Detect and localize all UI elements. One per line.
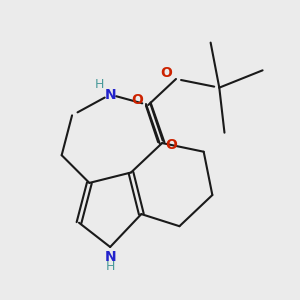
Text: N: N [104,250,116,264]
Text: O: O [160,66,172,80]
Text: O: O [165,138,177,152]
Text: H: H [95,78,104,91]
Text: O: O [131,93,143,107]
Text: N: N [104,88,116,102]
Text: H: H [106,260,115,272]
